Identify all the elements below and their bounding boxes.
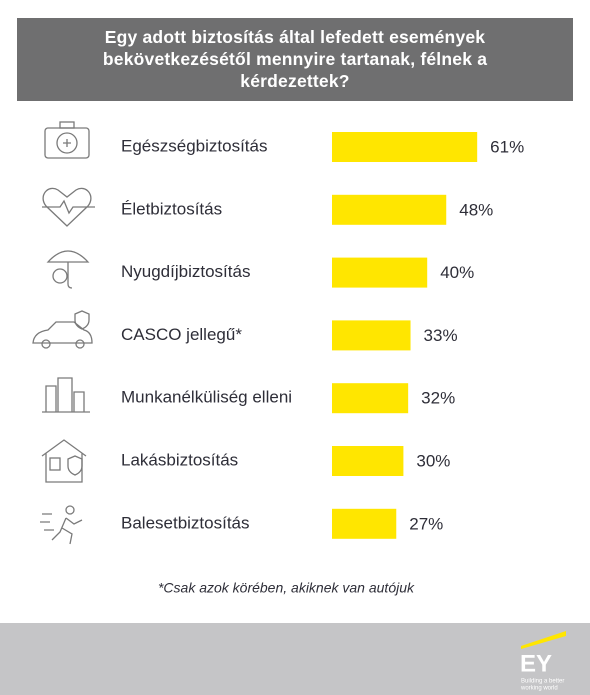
category-label: Nyugdíjbiztosítás <box>121 262 250 281</box>
value-label: 30% <box>416 451 450 470</box>
icons <box>32 121 95 545</box>
value-label: 27% <box>409 514 443 533</box>
footnote: *Csak azok körében, akiknek van autójuk <box>158 580 415 596</box>
chart-title: Egy adott biztosítás által lefedett esem… <box>17 18 573 101</box>
category-label: Egészségbiztosítás <box>121 136 267 155</box>
bar <box>332 194 447 225</box>
value-label: 32% <box>421 389 455 408</box>
category-label: Életbiztosítás <box>121 199 222 218</box>
tagline: Building a better <box>521 679 564 685</box>
footer-band <box>0 623 590 695</box>
value-label: 33% <box>424 326 458 345</box>
bar <box>332 320 411 351</box>
logo-slash <box>521 631 566 649</box>
category-label: Munkanélküliség elleni <box>121 388 292 407</box>
tagline: working world <box>520 686 558 692</box>
bar <box>332 132 478 162</box>
value-label: 40% <box>440 263 474 282</box>
value-label: 48% <box>459 200 493 219</box>
bar <box>332 446 404 476</box>
bar <box>332 383 409 414</box>
category-label: CASCO jellegű* <box>121 325 242 344</box>
logo: EY <box>520 650 552 677</box>
value-label: 61% <box>490 137 524 156</box>
category-label: Balesetbiztosítás <box>121 513 250 532</box>
category-label: Lakásbiztosítás <box>121 450 238 469</box>
bar <box>332 508 397 539</box>
bar <box>332 257 428 288</box>
